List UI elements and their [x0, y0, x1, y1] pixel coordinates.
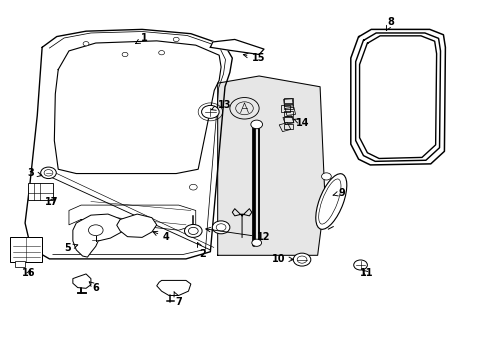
Bar — [15, 261, 25, 267]
Text: 6: 6 — [89, 282, 99, 293]
Bar — [279, 123, 290, 132]
Bar — [27, 183, 53, 200]
Circle shape — [83, 41, 89, 46]
Bar — [285, 107, 295, 116]
Circle shape — [173, 37, 179, 41]
Bar — [281, 105, 289, 112]
Circle shape — [250, 120, 262, 129]
Bar — [283, 116, 293, 125]
Circle shape — [189, 184, 197, 190]
Text: 14: 14 — [293, 118, 309, 128]
Bar — [283, 111, 293, 116]
Text: 16: 16 — [22, 268, 36, 278]
Text: 9: 9 — [332, 188, 345, 198]
Circle shape — [229, 98, 259, 119]
Text: 1: 1 — [135, 33, 147, 44]
Circle shape — [353, 260, 366, 270]
Circle shape — [201, 105, 219, 118]
Bar — [283, 124, 293, 129]
Polygon shape — [210, 40, 264, 54]
Polygon shape — [73, 214, 122, 257]
Bar — [283, 98, 293, 103]
Text: 15: 15 — [243, 53, 265, 63]
Polygon shape — [73, 274, 91, 288]
Text: 12: 12 — [205, 228, 270, 242]
Text: 8: 8 — [386, 17, 393, 30]
Bar — [283, 117, 293, 122]
Text: 17: 17 — [45, 197, 59, 207]
Bar — [10, 237, 42, 262]
Text: 10: 10 — [271, 254, 293, 264]
Circle shape — [293, 253, 310, 266]
Circle shape — [184, 225, 202, 237]
Circle shape — [158, 50, 164, 55]
Text: 13: 13 — [211, 100, 231, 110]
Polygon shape — [217, 76, 325, 255]
Text: 5: 5 — [64, 243, 78, 253]
Circle shape — [321, 173, 330, 180]
Circle shape — [251, 239, 261, 246]
Bar — [283, 104, 293, 109]
Polygon shape — [157, 280, 190, 296]
Text: 7: 7 — [174, 292, 182, 307]
Circle shape — [122, 52, 128, 57]
Circle shape — [41, 167, 56, 179]
Circle shape — [212, 221, 229, 234]
Text: 4: 4 — [153, 231, 169, 242]
Text: 11: 11 — [359, 268, 372, 278]
Bar — [283, 99, 293, 107]
Text: 3: 3 — [27, 168, 42, 178]
Ellipse shape — [315, 174, 346, 229]
Text: 2: 2 — [197, 243, 206, 258]
Polygon shape — [117, 214, 157, 237]
